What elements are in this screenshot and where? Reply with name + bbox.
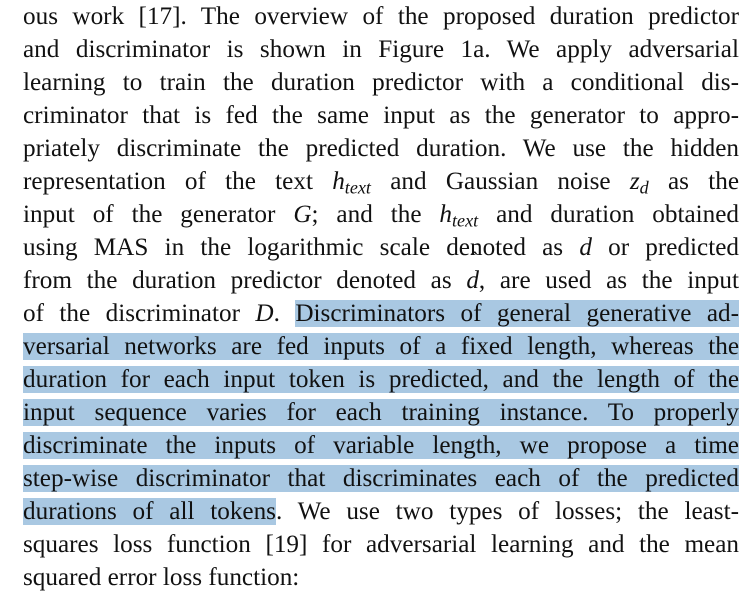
text-segment: squares loss function [19] for adversari… bbox=[23, 531, 739, 558]
math-symbol: D bbox=[255, 300, 274, 327]
hat-accent: ˆ bbox=[470, 247, 478, 273]
math-symbol: h bbox=[439, 201, 453, 228]
highlighted-text: durations of all tokens bbox=[23, 498, 276, 525]
text-segment: ous work [17]. The overview of the propo… bbox=[23, 3, 739, 30]
text-segment: . We use two types of losses; the least- bbox=[276, 498, 739, 525]
math-symbol: h bbox=[332, 168, 345, 195]
text-line: using MAS in the logarithmic scale denot… bbox=[23, 231, 739, 264]
text-segment: ; and the bbox=[311, 201, 440, 228]
highlighted-text: input sequence varies for each training … bbox=[23, 399, 739, 426]
text-line: criminator that is fed the same input as… bbox=[23, 99, 739, 132]
paper-paragraph: ous work [17]. The overview of the propo… bbox=[23, 0, 739, 594]
text-line: representation of the text htext and Gau… bbox=[23, 165, 739, 198]
text-line: versarial networks are fed inputs of a f… bbox=[23, 330, 739, 363]
text-line: duration for each input token is predict… bbox=[23, 363, 739, 396]
text-segment: representation of the text bbox=[23, 168, 333, 195]
text-segment: or predicted bbox=[591, 234, 739, 261]
text-segment: as the bbox=[648, 168, 739, 195]
highlighted-text: discriminate the inputs of variable leng… bbox=[23, 432, 739, 459]
text-segment: and discriminator is shown in Figure 1a.… bbox=[23, 36, 739, 63]
math-symbol: d bbox=[579, 234, 592, 261]
math-symbol: z bbox=[629, 168, 640, 195]
text-segment: and Gaussian noise bbox=[370, 168, 630, 195]
text-segment: input of the generator bbox=[23, 201, 294, 228]
math-subscript: text bbox=[452, 210, 479, 231]
text-line: input sequence varies for each training … bbox=[23, 396, 739, 429]
text-line: of the discriminator D. Discriminators o… bbox=[23, 297, 739, 330]
text-segment: learning to train the duration predictor… bbox=[23, 69, 739, 96]
highlighted-text: step-wise discriminator that discriminat… bbox=[23, 465, 739, 492]
text-line: priately discriminate the predicted dura… bbox=[23, 132, 739, 165]
text-segment: using MAS in the logarithmic scale denot… bbox=[23, 234, 580, 261]
highlighted-text: Discriminators of general generative ad- bbox=[295, 300, 739, 327]
text-segment: . bbox=[273, 300, 296, 327]
text-segment: , are used as the input bbox=[478, 267, 739, 294]
text-line: squares loss function [19] for adversari… bbox=[23, 528, 739, 561]
text-line: learning to train the duration predictor… bbox=[23, 66, 739, 99]
highlighted-text: versarial networks are fed inputs of a f… bbox=[23, 333, 739, 360]
text-segment: priately discriminate the predicted dura… bbox=[23, 135, 739, 162]
text-line: ous work [17]. The overview of the propo… bbox=[23, 0, 739, 33]
text-segment: squared error loss function: bbox=[23, 564, 300, 591]
text-segment: and duration obtained bbox=[478, 201, 739, 228]
text-segment: criminator that is fed the same input as… bbox=[23, 102, 739, 129]
text-line: discriminate the inputs of variable leng… bbox=[23, 429, 739, 462]
math-symbol: G bbox=[293, 201, 312, 228]
text-segment: of the discriminator bbox=[23, 300, 256, 327]
text-line: input of the generator G; and the htext … bbox=[23, 198, 739, 231]
text-line: durations of all tokens. We use two type… bbox=[23, 495, 739, 528]
text-line: step-wise discriminator that discriminat… bbox=[23, 462, 739, 495]
text-line: from the duration predictor denoted as d… bbox=[23, 249, 739, 297]
math-symbol-base: d bbox=[466, 267, 479, 294]
text-segment: from the duration predictor denoted as bbox=[23, 267, 467, 294]
text-line: squared error loss function: bbox=[23, 561, 739, 594]
math-subscript: d bbox=[639, 177, 649, 198]
math-subscript: text bbox=[344, 177, 371, 198]
highlighted-text: duration for each input token is predict… bbox=[23, 366, 739, 393]
text-line: and discriminator is shown in Figure 1a.… bbox=[23, 33, 739, 66]
